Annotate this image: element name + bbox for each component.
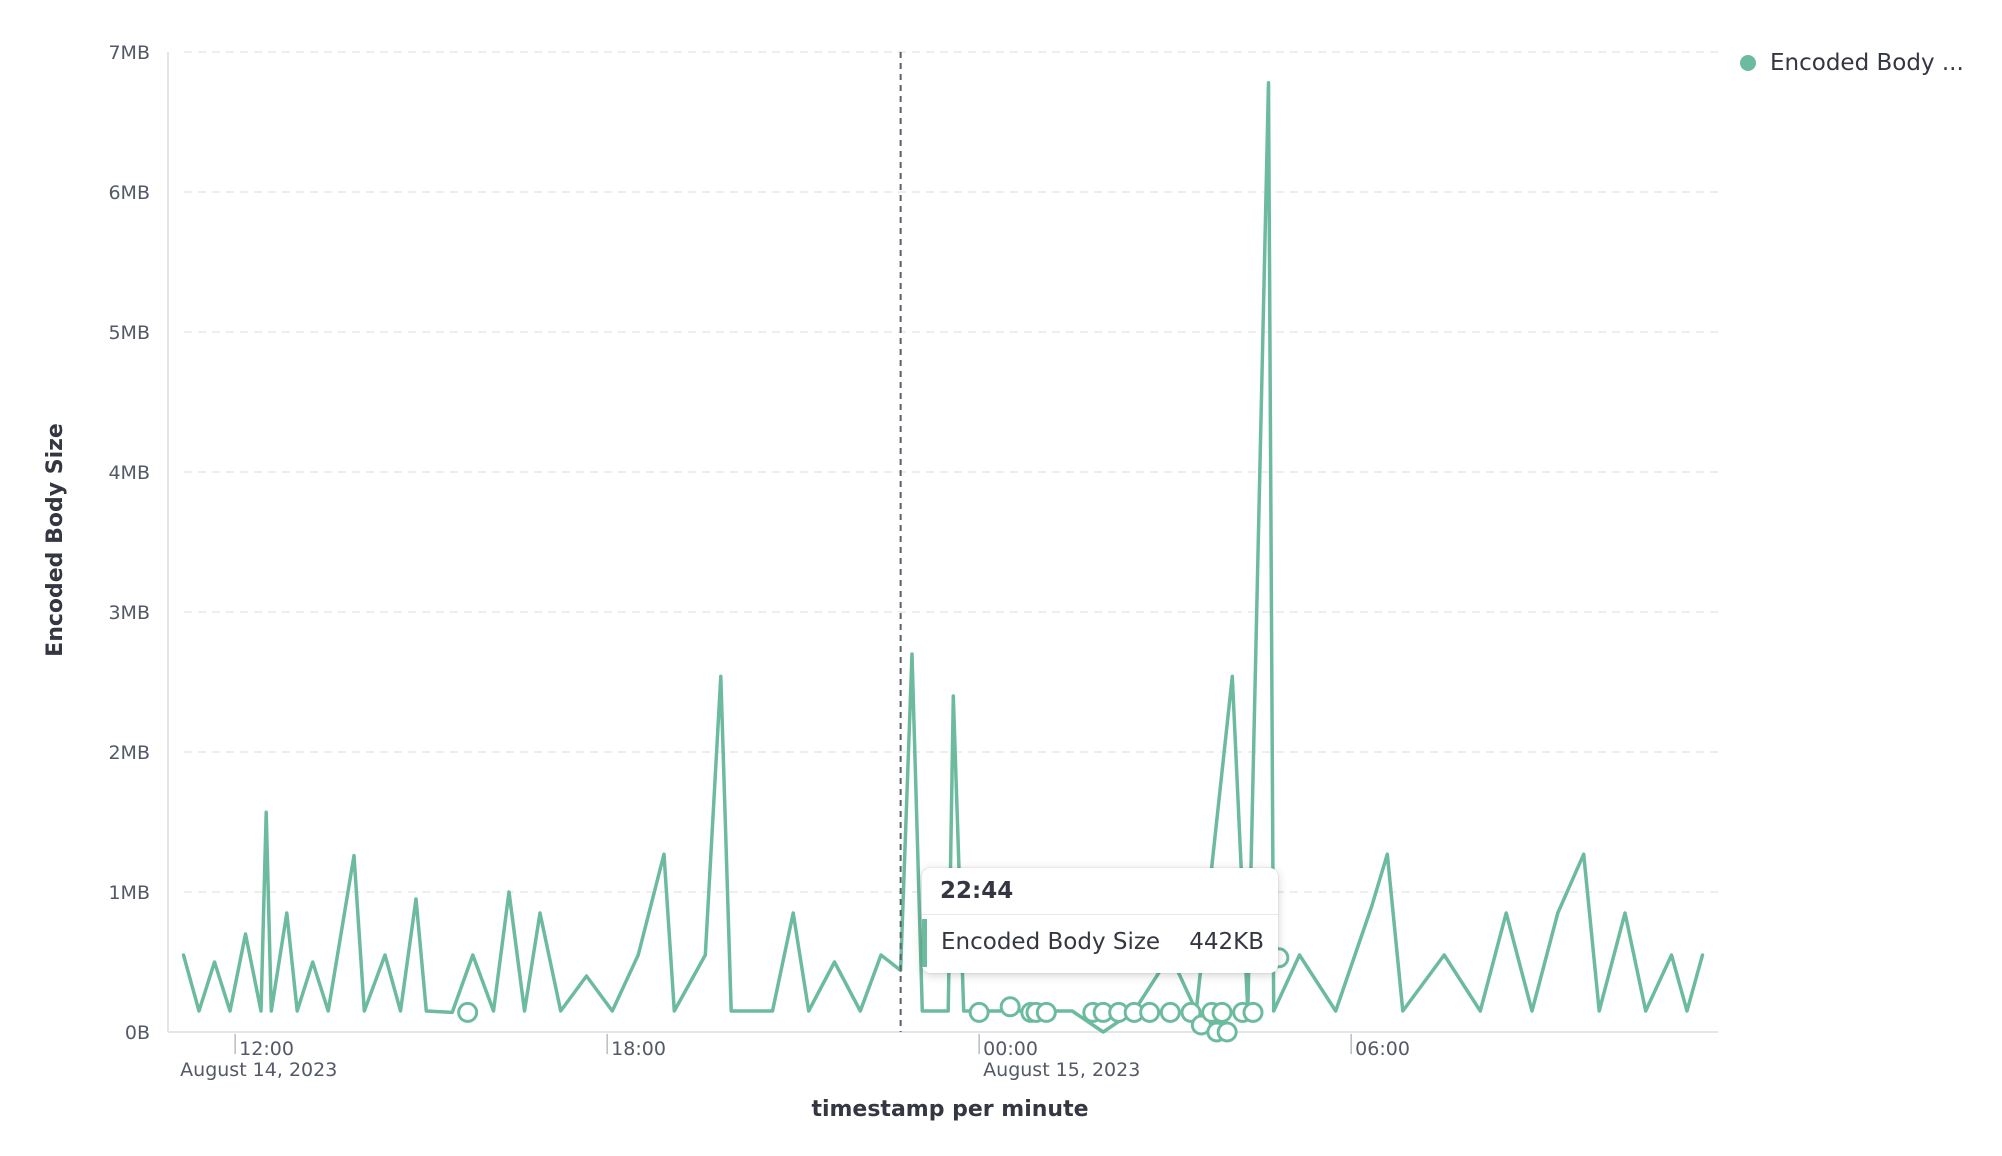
- y-tick-label: 4MB: [108, 462, 150, 484]
- data-point: [1242, 1001, 1264, 1023]
- data-point: [968, 1001, 990, 1023]
- legend-color-dot: [1740, 55, 1756, 71]
- data-point: [1216, 1021, 1238, 1043]
- y-tick-label: 5MB: [108, 322, 150, 344]
- y-tick-label: 7MB: [108, 42, 150, 64]
- legend-label: Encoded Body ...: [1770, 50, 1964, 76]
- series-line: [181, 81, 1705, 1034]
- grid-layer: [184, 51, 1718, 893]
- y-tick-label: 6MB: [108, 182, 150, 204]
- y-tick-label: 2MB: [108, 742, 150, 764]
- tooltip-title: 22:44: [922, 868, 1278, 915]
- tooltip-series-label: Encoded Body Size: [941, 929, 1161, 955]
- tooltip-row: Encoded Body Size 442KB: [922, 919, 1278, 967]
- y-tick-label: 0B: [125, 1022, 150, 1044]
- data-point: [999, 996, 1021, 1018]
- x-tick-label: 18:00: [611, 1038, 666, 1060]
- y-axis-title: Encoded Body Size: [43, 423, 68, 657]
- data-point: [1139, 1001, 1161, 1023]
- y-tick-label: 1MB: [108, 882, 150, 904]
- x-tick-label: 12:00: [239, 1038, 294, 1060]
- y-axis: 0B 1MB 2MB 3MB 4MB 5MB 6MB 7MB: [108, 42, 169, 1044]
- legend-item[interactable]: Encoded Body ...: [1740, 50, 1964, 76]
- data-point: [1159, 1001, 1181, 1023]
- x-tick-label: 06:00: [1355, 1038, 1410, 1060]
- tooltip-value: 442KB: [1189, 929, 1264, 955]
- data-point: [457, 1001, 479, 1023]
- data-point: [1035, 1001, 1057, 1023]
- y-tick-label: 3MB: [108, 602, 150, 624]
- x-tick-date-label: August 15, 2023: [983, 1059, 1140, 1081]
- x-axis-title: timestamp per minute: [811, 1097, 1088, 1122]
- tooltip: 22:44 Encoded Body Size 442KB: [922, 868, 1278, 973]
- x-tick-label: 00:00: [983, 1038, 1038, 1060]
- x-tick-date-label: August 14, 2023: [180, 1059, 337, 1081]
- data-point: [1211, 1001, 1233, 1023]
- series-layer: [181, 81, 1705, 1043]
